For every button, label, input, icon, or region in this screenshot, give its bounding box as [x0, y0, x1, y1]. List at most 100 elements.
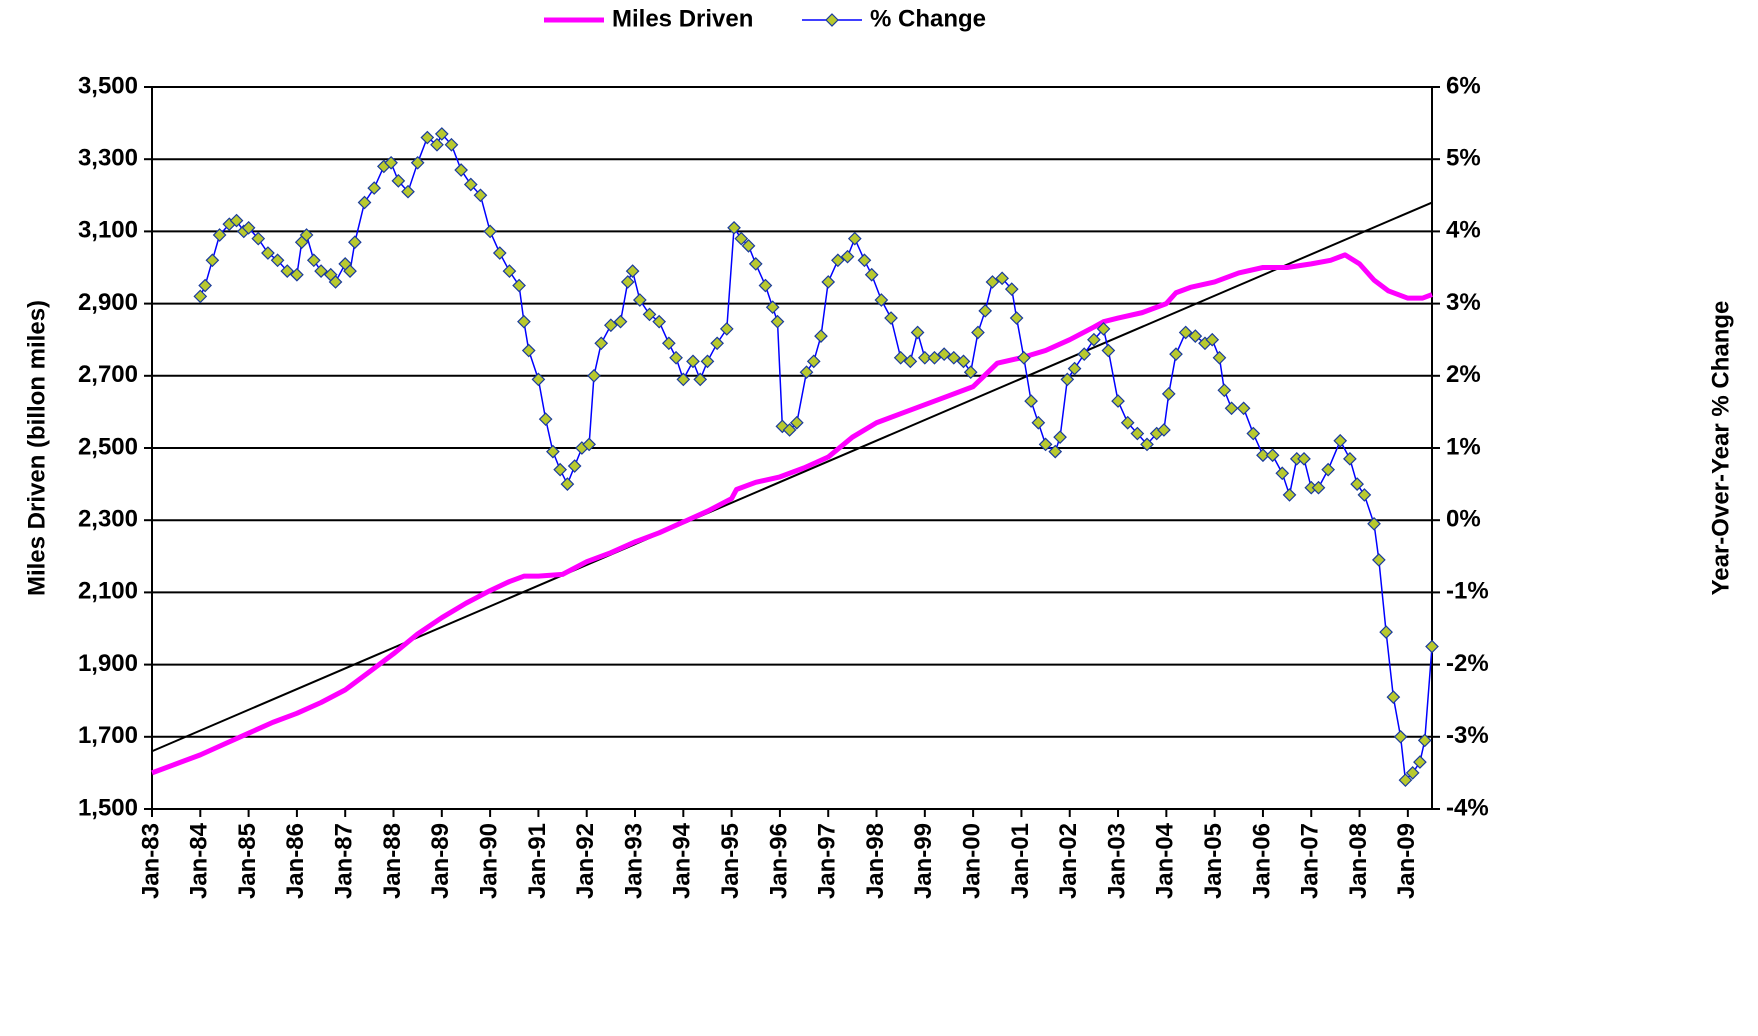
- y-tick-label: 2,500: [78, 433, 138, 460]
- marker: [1111, 394, 1125, 408]
- marker: [864, 267, 879, 282]
- marker: [857, 253, 872, 268]
- x-tick-label: Jan-93: [620, 823, 647, 899]
- marker: [985, 275, 1000, 289]
- marker: [1188, 329, 1203, 343]
- marker: [1297, 451, 1311, 466]
- marker: [205, 253, 220, 268]
- marker: [782, 423, 797, 437]
- marker: [884, 311, 898, 325]
- marker: [831, 253, 845, 268]
- y2-tick-label: -3%: [1446, 722, 1489, 749]
- marker: [410, 155, 425, 170]
- marker: [661, 336, 676, 351]
- marker: [642, 307, 657, 322]
- marker: [1077, 347, 1092, 361]
- marker: [1031, 415, 1046, 430]
- marker: [582, 437, 596, 452]
- marker: [1350, 477, 1364, 491]
- x-tick-label: Jan-09: [1393, 823, 1420, 899]
- marker: [306, 253, 321, 268]
- marker: [1157, 423, 1171, 437]
- marker: [625, 264, 640, 278]
- y-tick-label: 1,700: [78, 722, 138, 749]
- marker: [531, 372, 546, 387]
- marker: [1205, 332, 1220, 347]
- marker: [874, 293, 889, 307]
- marker: [512, 278, 526, 293]
- marker: [391, 174, 406, 188]
- marker: [1357, 488, 1372, 502]
- marker: [560, 477, 575, 491]
- marker: [1130, 426, 1145, 441]
- marker: [1169, 347, 1183, 361]
- marker: [553, 462, 567, 477]
- marker: [212, 228, 227, 242]
- marker: [434, 127, 449, 141]
- y-tick-label: 3,100: [78, 217, 138, 244]
- marker: [444, 137, 459, 152]
- marker: [538, 412, 553, 426]
- marker: [1053, 430, 1067, 445]
- marker: [978, 303, 993, 318]
- marker: [473, 188, 488, 203]
- marker: [893, 350, 908, 365]
- x-tick-label: Jan-87: [331, 823, 358, 899]
- marker: [1048, 444, 1063, 459]
- marker: [1311, 480, 1326, 495]
- y-axis-label: Miles Driven (billon miles): [23, 300, 50, 596]
- y-tick-label: 2,300: [78, 506, 138, 533]
- marker: [241, 220, 256, 235]
- marker: [1087, 332, 1101, 347]
- marker: [1417, 733, 1432, 748]
- marker: [299, 228, 314, 242]
- y2-axis-label: Year-Over-Year % Change: [1707, 301, 1734, 596]
- marker: [734, 231, 749, 246]
- marker: [1236, 401, 1251, 416]
- marker: [821, 275, 836, 289]
- marker: [1265, 448, 1280, 463]
- marker: [1178, 325, 1193, 340]
- marker: [483, 224, 497, 239]
- marker: [261, 246, 275, 260]
- y2-tick-label: -2%: [1446, 650, 1489, 677]
- x-tick-label: Jan-03: [1103, 823, 1130, 899]
- y-tick-label: 1,500: [78, 794, 138, 821]
- marker: [587, 368, 601, 383]
- marker: [1140, 437, 1154, 452]
- marker: [1101, 343, 1116, 358]
- x-tick-label: Jan-91: [524, 823, 551, 899]
- marker: [1067, 361, 1082, 376]
- marker: [633, 293, 647, 307]
- y2-tick-label: 4%: [1446, 217, 1481, 244]
- x-tick-label: Jan-97: [814, 823, 841, 899]
- x-tick-label: Jan-92: [572, 823, 599, 899]
- marker: [910, 325, 925, 340]
- y2-tick-label: 1%: [1446, 433, 1481, 460]
- marker: [1333, 433, 1348, 448]
- marker: [348, 235, 362, 250]
- marker: [314, 264, 328, 278]
- marker: [1386, 690, 1401, 704]
- x-tick-label: Jan-86: [282, 823, 309, 899]
- marker: [1217, 383, 1232, 398]
- x-tick-label: Jan-95: [717, 823, 744, 899]
- x-tick-label: Jan-84: [186, 822, 213, 899]
- marker: [1120, 415, 1135, 430]
- y2-tick-label: 3%: [1446, 289, 1481, 316]
- marker: [1009, 311, 1024, 325]
- marker: [463, 177, 478, 192]
- marker: [546, 444, 560, 459]
- marker: [693, 372, 708, 387]
- marker: [995, 271, 1009, 286]
- marker: [492, 246, 507, 260]
- marker: [686, 354, 700, 369]
- y2-tick-label: 6%: [1446, 72, 1481, 99]
- marker: [840, 249, 855, 264]
- marker: [1343, 451, 1357, 466]
- marker: [963, 365, 978, 380]
- x-tick-label: Jan-05: [1200, 823, 1227, 899]
- marker: [517, 314, 531, 329]
